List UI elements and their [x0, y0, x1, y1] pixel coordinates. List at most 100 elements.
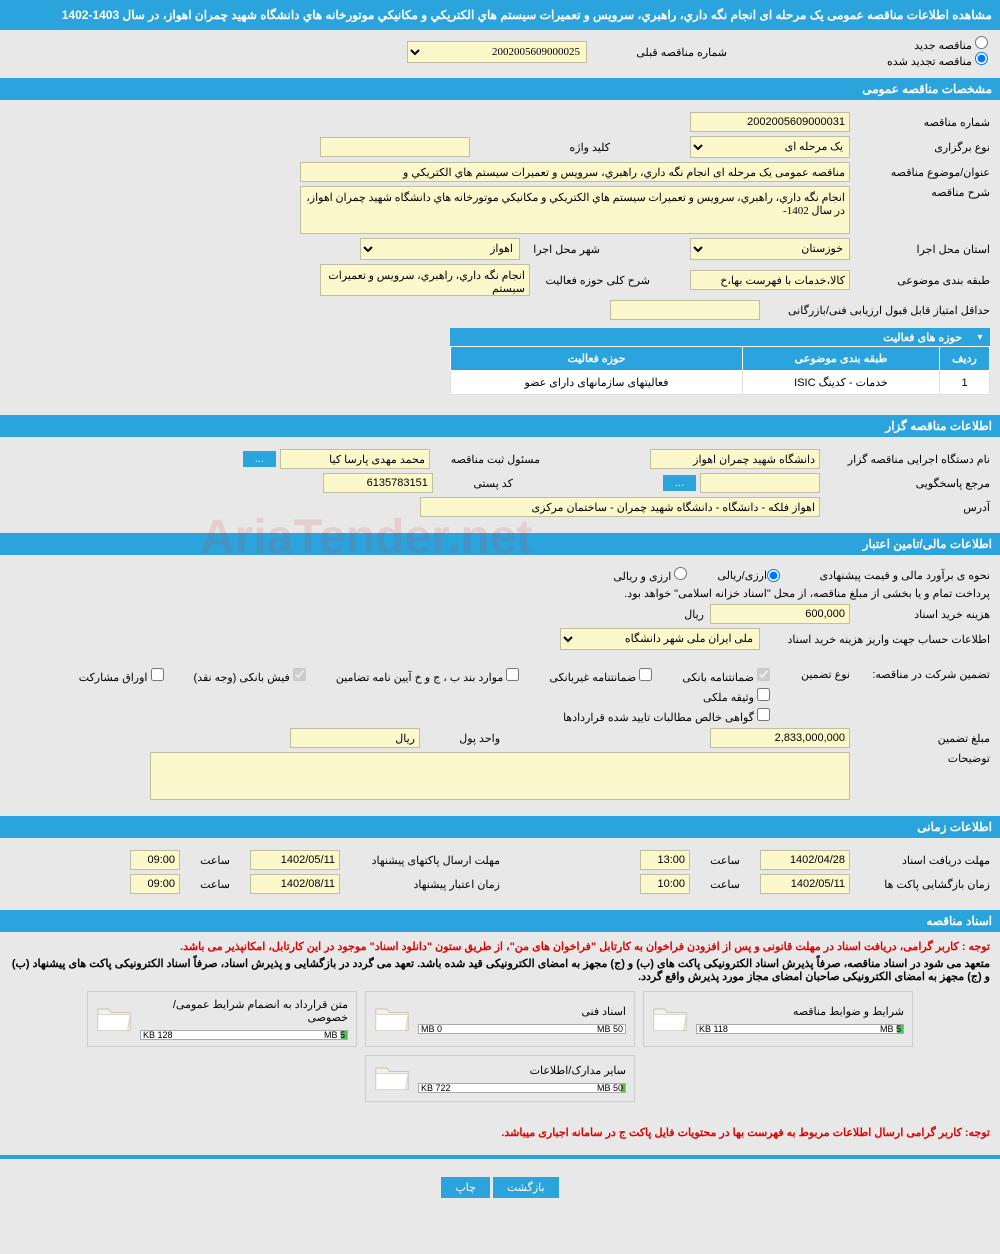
type-select[interactable]: یک مرحله ای	[690, 136, 850, 158]
validity-date: 1402/08/11	[250, 874, 340, 894]
registrar-field: محمد مهدی پارسا کیا	[280, 449, 430, 469]
open-time-label: ساعت	[690, 878, 740, 891]
folder-icon	[374, 1062, 410, 1095]
section-financial: اطلاعات مالی/تامین اعتبار	[0, 533, 1000, 555]
radio-new-label: مناقصه جدید	[914, 40, 972, 52]
prev-number-label: شماره مناقصه قبلی	[587, 46, 727, 59]
minscore-field	[610, 300, 760, 320]
doc-note2: متعهد می شود در اسناد مناقصه، صرفاً پذیر…	[10, 957, 990, 983]
desc-field: انجام نگه داري، راهبري، سرويس و تعميرات …	[300, 186, 850, 234]
open-time: 10:00	[640, 874, 690, 894]
open-label: زمان بازگشایی پاکت ها	[850, 878, 990, 891]
registrar-label: مسئول ثبت مناقصه	[430, 453, 540, 466]
table-row: 1خدمات - کدینگ ISICفعاليتهای سازمانهای د…	[451, 371, 990, 395]
progress-bar: 5 MB118 KB	[696, 1024, 904, 1034]
file-box[interactable]: سایر مدارک/اطلاعات50 MB722 KB	[365, 1055, 635, 1102]
exec-field: دانشگاه شهید چمران اهواز	[650, 449, 820, 469]
send-time: 09:00	[130, 850, 180, 870]
account-select[interactable]: ملی ایران ملی شهر دانشگاه	[560, 628, 760, 650]
number-field: 2002005609000031	[690, 112, 850, 132]
receive-time: 13:00	[640, 850, 690, 870]
cb-g6[interactable]	[757, 688, 770, 701]
section-timing: اطلاعات زمانی	[0, 816, 1000, 838]
col-field: حوزه فعالیت	[451, 347, 743, 371]
radio-renewed-label: مناقصه تجدید شده	[887, 56, 972, 68]
prev-number-select[interactable]: 2002005609000025	[407, 41, 587, 63]
title-label: عنوان/موضوع مناقصه	[850, 166, 990, 179]
amount-field: 2,833,000,000	[710, 728, 850, 748]
type-label: نوع برگزاری	[850, 141, 990, 154]
scope-label: شرح کلی حوزه فعالیت	[530, 274, 650, 287]
city-select[interactable]: اهواز	[360, 238, 520, 260]
g2-label: ضمانتنامه غیربانکی	[549, 672, 636, 684]
cb-g5[interactable]	[151, 668, 164, 681]
cb-g3[interactable]	[506, 668, 519, 681]
validity-label: زمان اعتبار پیشنهاد	[340, 878, 500, 891]
receive-label: مهلت دریافت اسناد	[850, 854, 990, 867]
radio-currency[interactable]	[674, 567, 687, 580]
activities-table: ردیف طبقه بندی موضوعی حوزه فعالیت 1خدمات…	[450, 346, 990, 395]
col-row: ردیف	[940, 347, 990, 371]
payment-note: پرداخت تمام و یا بخشی از مبلغ مناقصه، از…	[624, 587, 990, 600]
postal-field: 6135783151	[323, 473, 433, 493]
progress-bar: 5 MB128 KB	[140, 1030, 348, 1040]
progress-bar: 50 MB722 KB	[418, 1083, 626, 1093]
responder-field	[700, 473, 820, 493]
postal-label: کد پستی	[433, 477, 513, 490]
send-label: مهلت ارسال پاکتهای پیشنهاد	[340, 854, 500, 867]
guarantee-type-label: نوع تضمین	[770, 668, 850, 681]
cb-g2[interactable]	[639, 668, 652, 681]
responder-more-button[interactable]: ...	[663, 475, 696, 491]
col-category: طبقه بندی موضوعی	[742, 347, 939, 371]
doc-note3: توجه: کاربر گرامی ارسال اطلاعات مربوط به…	[10, 1126, 990, 1139]
rial-label: ریال	[684, 608, 704, 621]
open-date: 1402/05/11	[760, 874, 850, 894]
address-field: اهواز فلکه - دانشگاه - دانشگاه شهید چمرا…	[420, 497, 820, 517]
section-general: مشخصات مناقصه عمومی	[0, 78, 1000, 100]
province-select[interactable]: خوزستان	[690, 238, 850, 260]
file-title: اسناد فنی	[418, 1005, 626, 1018]
folder-icon	[96, 1003, 132, 1036]
g1-label: ضمانتنامه بانکی	[682, 672, 754, 684]
section-documents: اسناد مناقصه	[0, 910, 1000, 932]
collapse-button[interactable]: ▾	[970, 328, 990, 346]
progress-bar: 50 MB0 MB	[418, 1024, 626, 1034]
radio-renewed[interactable]	[975, 52, 988, 65]
unit-label: واحد پول	[420, 732, 500, 745]
registrar-more-button[interactable]: ...	[243, 451, 276, 467]
receive-time-label: ساعت	[690, 854, 740, 867]
send-date: 1402/05/11	[250, 850, 340, 870]
cb-g4[interactable]	[293, 668, 306, 681]
docfee-label: هزینه خرید اسناد	[850, 608, 990, 621]
notes-field	[150, 752, 850, 800]
page-title: مشاهده اطلاعات مناقصه عمومی یک مرحله ای …	[0, 0, 1000, 30]
keyword-field	[320, 137, 470, 157]
print-button[interactable]: چاپ	[441, 1177, 490, 1198]
guarantee-label: تضمین شرکت در مناقصه:	[850, 668, 990, 681]
radio-rial[interactable]	[767, 569, 780, 582]
g7-label: گواهی خالص مطالبات تایید شده قراردادها	[563, 712, 754, 724]
cb-g1[interactable]	[757, 668, 770, 681]
minscore-label: حداقل امتیاز قابل قبول ارزیابی فنی/بازرگ…	[760, 304, 990, 317]
responder-label: مرجع پاسخگویی	[820, 477, 990, 490]
section-organizer: اطلاعات مناقصه گزار	[0, 415, 1000, 437]
g4-label: فیش بانکی (وجه نقد)	[194, 672, 290, 684]
activities-header: حوزه های فعالیت	[883, 331, 970, 344]
unit-field: ریال	[290, 728, 420, 748]
file-box[interactable]: متن قرارداد به انضمام شرایط عمومی/خصوصی5…	[87, 991, 357, 1047]
divider	[0, 1155, 1000, 1159]
g5-label: اوراق مشارکت	[79, 672, 148, 684]
method-label: نحوه ی برآورد مالی و قیمت پیشنهادی	[780, 569, 990, 582]
file-title: شرایط و ضوابط مناقصه	[696, 1005, 904, 1018]
province-label: استان محل اجرا	[850, 243, 990, 256]
tender-type-row: مناقصه جدید مناقصه تجدید شده شماره مناقص…	[0, 30, 1000, 74]
file-box[interactable]: اسناد فنی 50 MB0 MB	[365, 991, 635, 1047]
cb-g7[interactable]	[757, 708, 770, 721]
receive-date: 1402/04/28	[760, 850, 850, 870]
docfee-field: 600,000	[710, 604, 850, 624]
desc-label: شرح مناقصه	[850, 186, 990, 199]
radio-new[interactable]	[975, 36, 988, 49]
file-box[interactable]: شرایط و ضوابط مناقصه 5 MB118 KB	[643, 991, 913, 1047]
account-label: اطلاعات حساب جهت واریز هزینه خرید اسناد	[760, 633, 990, 646]
back-button[interactable]: بازگشت	[493, 1177, 559, 1198]
